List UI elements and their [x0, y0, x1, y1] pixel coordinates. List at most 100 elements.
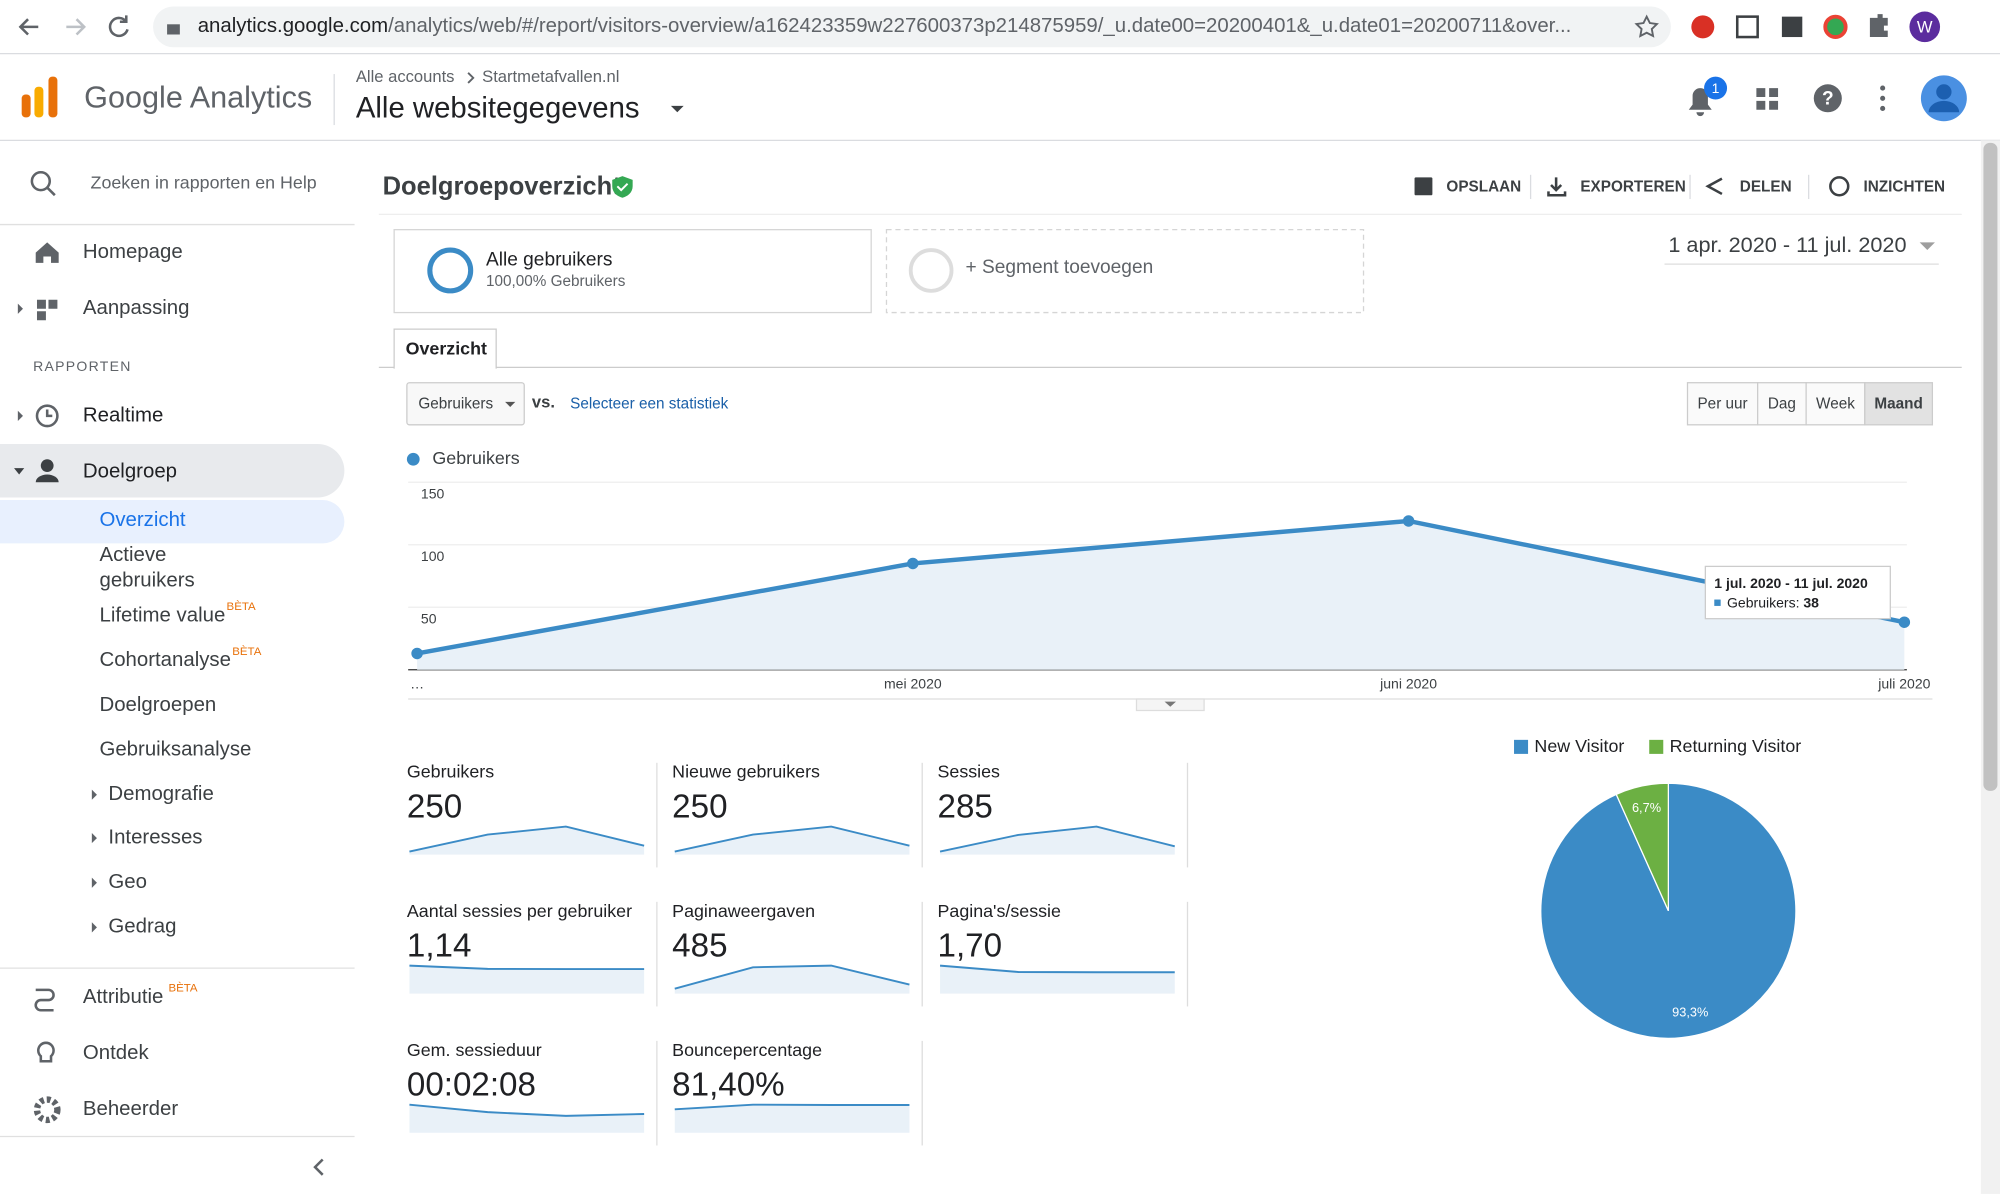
nav-item[interactable]: Homepage	[83, 241, 183, 263]
apps-button[interactable]	[1756, 88, 1779, 110]
notifications-button[interactable]	[1688, 88, 1712, 117]
avatar-icon	[1936, 84, 1952, 100]
report-title: Doelgroepoverzicht	[383, 172, 622, 200]
extensions-button[interactable]	[1869, 14, 1888, 38]
add-segment-card[interactable]	[885, 229, 1365, 314]
nav-subitem[interactable]: Interesses	[108, 826, 202, 848]
sparkline-area	[674, 826, 910, 855]
date-range[interactable]: 1 apr. 2020 - 11 jul. 2020	[1668, 232, 1906, 257]
sparkline	[939, 825, 1175, 853]
nav-item[interactable]: Attributie	[83, 986, 163, 1008]
metric-value: 250	[407, 789, 462, 826]
active-group	[0, 443, 345, 498]
extension-icon[interactable]	[1823, 14, 1848, 39]
active-item	[0, 500, 345, 544]
extension-icon[interactable]	[1735, 15, 1759, 39]
audience-icon	[35, 474, 59, 483]
sparkline-area	[940, 965, 1175, 994]
help-button[interactable]	[1813, 84, 1842, 113]
nav-subitem-line: gebruikers	[99, 570, 194, 592]
nav-subitem[interactable]: Doelgroepen	[99, 694, 216, 716]
legend-label: New Visitor	[1534, 736, 1624, 756]
tooltip-marker	[1714, 599, 1721, 606]
nav-subitem[interactable]: Geo	[108, 871, 147, 893]
metric-label: Sessies	[938, 762, 1001, 782]
metric-select[interactable]	[406, 382, 525, 426]
lock-icon	[167, 24, 180, 35]
beta-badge: BÈTA	[227, 600, 256, 613]
tab[interactable]	[393, 328, 497, 369]
export-button[interactable]: EXPORTEREN	[1580, 179, 1685, 196]
expand-arrow	[91, 832, 97, 844]
sparkline-area	[940, 826, 1175, 855]
share-icon	[1705, 177, 1723, 196]
point	[907, 557, 919, 570]
sparkline-area	[674, 1104, 910, 1133]
nav-subitem[interactable]: Overzicht	[99, 509, 185, 531]
forward-button[interactable]	[66, 18, 86, 36]
tooltip-title: 1 jul. 2020 - 11 jul. 2020	[1714, 575, 1868, 591]
breadcrumb[interactable]: Startmetafvallen.nl	[482, 67, 619, 86]
compare-metric-link[interactable]: Selecteer een statistiek	[570, 395, 729, 412]
nav-item[interactable]: Aanpassing	[83, 297, 190, 319]
nav-subitem[interactable]: Gedrag	[108, 916, 176, 938]
insights-icon	[1829, 176, 1850, 197]
avatar-icon	[1928, 100, 1960, 113]
extension-icon[interactable]	[1781, 16, 1803, 38]
metric-label: Gebruikers	[407, 762, 494, 782]
section-heading: RAPPORTEN	[33, 358, 131, 374]
verified-icon	[616, 183, 629, 192]
add-segment: + Segment toevoegen	[966, 257, 1154, 278]
property-selector[interactable]: Alle websitegegevens	[356, 92, 640, 125]
share-button[interactable]: DELEN	[1740, 179, 1792, 196]
sparkline	[409, 964, 645, 971]
segment-icon	[427, 247, 474, 294]
metric-value: 1,14	[407, 928, 472, 965]
nav-item[interactable]: Doelgroep	[83, 460, 177, 482]
realtime-icon	[45, 409, 53, 418]
area	[417, 520, 1905, 670]
extension-icon[interactable]	[1691, 15, 1715, 39]
scrollbar-thumb[interactable]	[1983, 142, 1998, 791]
nav-subitem[interactable]: Lifetime value	[99, 605, 225, 627]
granularity-button[interactable]	[1686, 382, 1759, 426]
metric-value: 250	[672, 789, 727, 826]
logo	[48, 76, 58, 118]
metric-label: Nieuwe gebruikers	[672, 762, 820, 782]
metric-label: Bouncepercentage	[672, 1040, 822, 1060]
nav-item[interactable]: Beheerder	[83, 1098, 178, 1120]
nav-item[interactable]: Realtime	[83, 404, 163, 426]
address-bar[interactable]	[153, 6, 1671, 48]
metric-value: 485	[672, 928, 727, 965]
reload-button[interactable]	[108, 15, 129, 38]
nav-subitem[interactable]: Cohortanalyse	[99, 649, 230, 671]
segment-card[interactable]	[393, 229, 872, 314]
pie-label: 93,3%	[1672, 1004, 1708, 1019]
x-tick-label: juni 2020	[1379, 676, 1437, 692]
nav-item[interactable]: Ontdek	[83, 1042, 150, 1064]
browser-profile[interactable]	[1909, 11, 1941, 43]
granularity-button[interactable]	[1805, 382, 1866, 426]
nav-subitem[interactable]: Gebruiksanalyse	[99, 738, 251, 760]
dropdown-arrow	[670, 105, 684, 113]
bookmark-star[interactable]	[1634, 14, 1659, 38]
nav-subitem[interactable]: Actieve gebruikers	[99, 545, 194, 593]
nav-subitem[interactable]: Demografie	[108, 783, 213, 805]
insights-button[interactable]: INZICHTEN	[1864, 179, 1946, 196]
metric-value: 00:02:08	[407, 1067, 536, 1104]
save-button[interactable]: OPSLAAN	[1446, 179, 1521, 196]
verified-icon	[612, 176, 633, 198]
help-icon: ?	[1822, 89, 1834, 110]
sparkline	[674, 825, 910, 853]
back-button[interactable]	[18, 18, 39, 36]
metric-label: Aantal sessies per gebruiker	[407, 901, 632, 921]
collapse-sidebar[interactable]	[313, 1158, 324, 1176]
granularity-button[interactable]	[1864, 382, 1934, 426]
save-icon	[1414, 177, 1433, 196]
granularity-button[interactable]	[1757, 382, 1807, 426]
breadcrumb[interactable]: Alle accounts	[356, 67, 455, 86]
search-input[interactable]: Zoeken in rapporten en Help	[91, 172, 317, 192]
legend-label: Returning Visitor	[1670, 736, 1802, 756]
